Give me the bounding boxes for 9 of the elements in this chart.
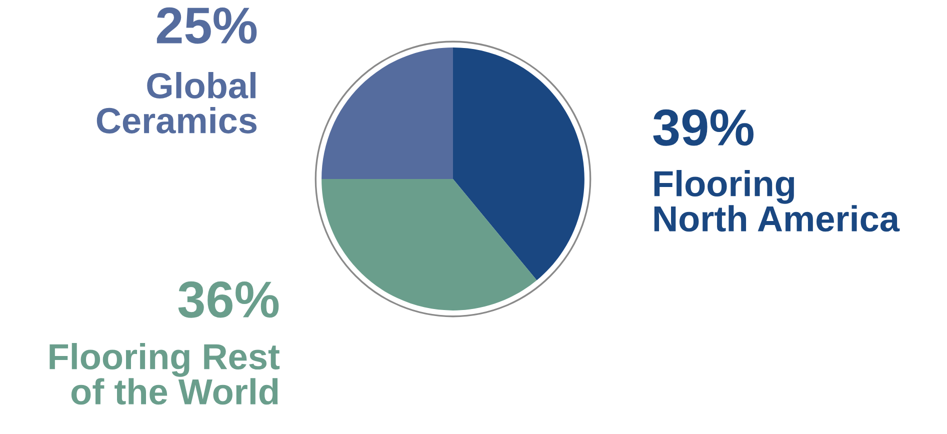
- slice-label: Global Ceramics: [96, 72, 257, 134]
- pie-slice: [322, 179, 537, 310]
- pie-slice: [322, 48, 453, 179]
- data-label: 25%: [156, 7, 257, 44]
- slice-label: Flooring Rest of the World: [50, 343, 280, 405]
- data-label: 36%: [178, 281, 279, 318]
- pie-slice: [453, 48, 584, 280]
- slice-label: Flooring North America: [654, 170, 900, 232]
- data-label: 39%: [653, 109, 754, 146]
